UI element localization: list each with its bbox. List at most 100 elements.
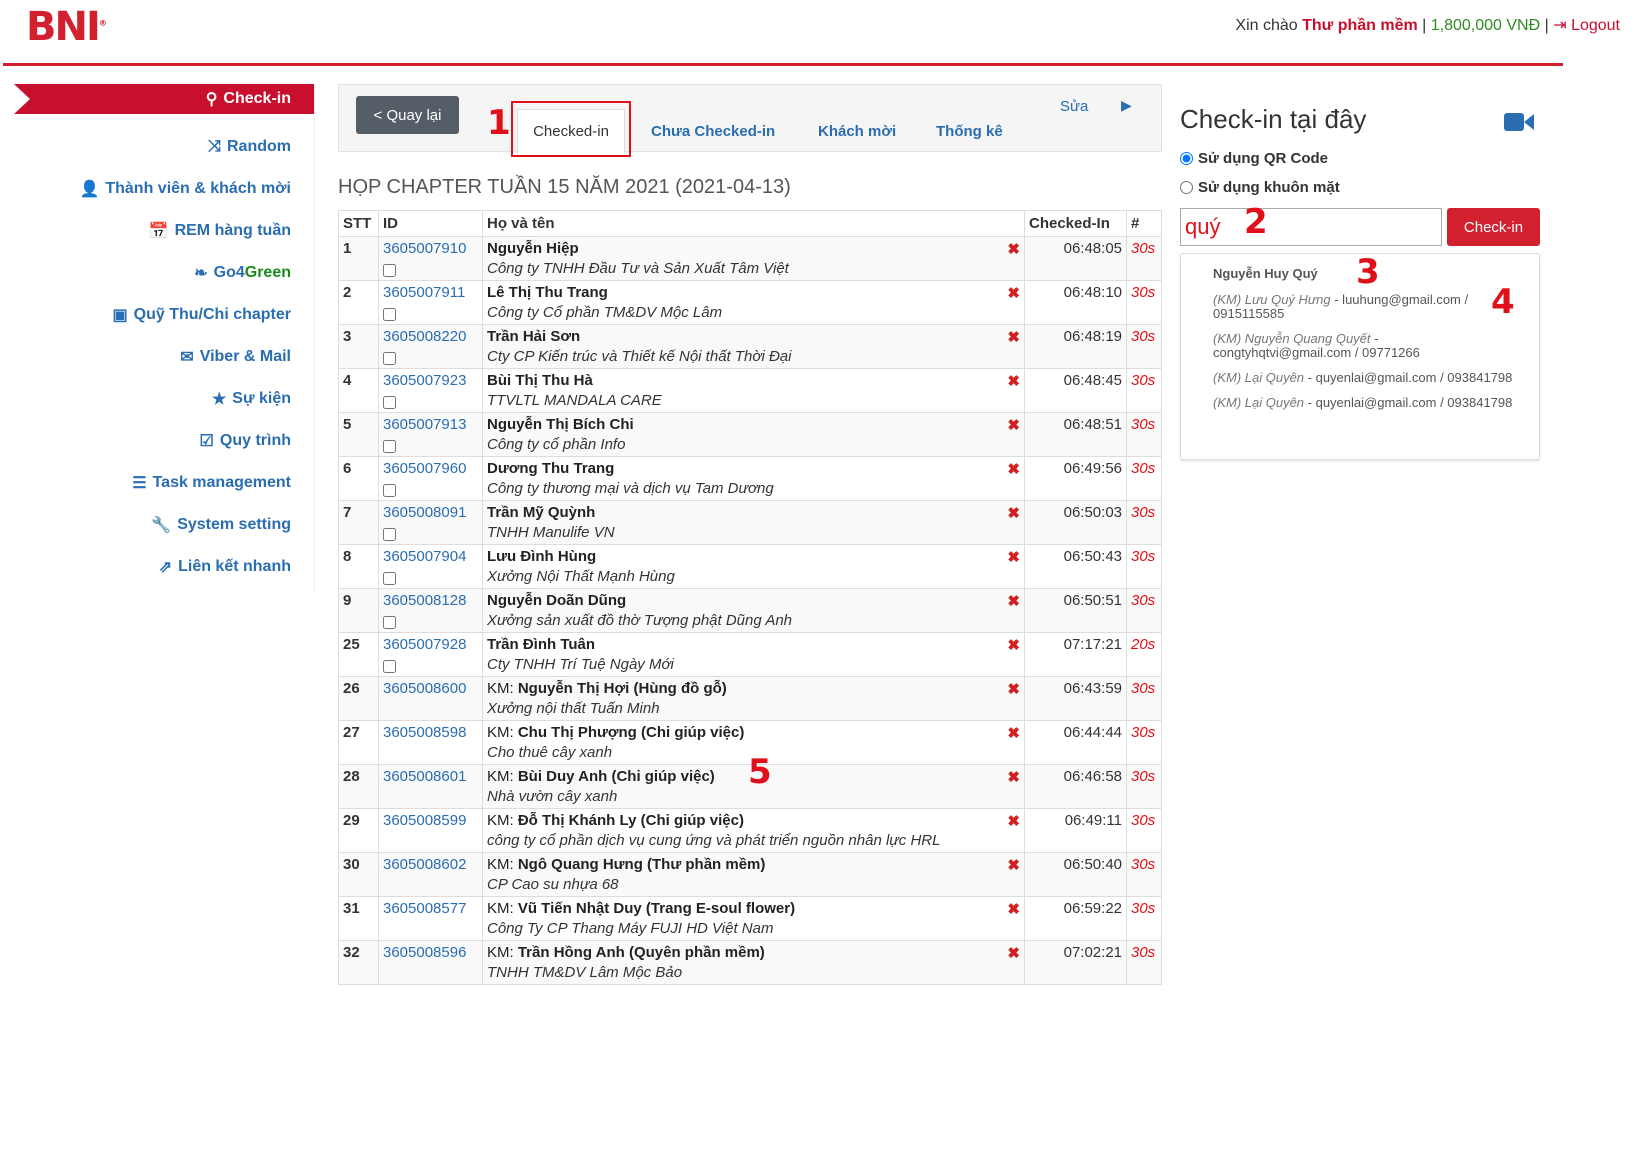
tab-thong-ke[interactable]: Thống kê: [936, 122, 1003, 140]
remove-icon[interactable]: ✖: [1007, 241, 1020, 258]
tab-chua-checked-in[interactable]: Chưa Checked-in: [651, 122, 776, 140]
remove-icon[interactable]: ✖: [1007, 329, 1020, 346]
row-time: 06:48:45: [1024, 368, 1127, 413]
row-id-link[interactable]: 3605008128: [383, 592, 467, 609]
tab-checked-in[interactable]: Checked-in: [517, 109, 625, 153]
remove-icon[interactable]: ✖: [1007, 637, 1020, 654]
row-id-cell: 3605008600: [378, 676, 483, 721]
sidebar-item-8[interactable]: ☑ Quy trình: [14, 420, 314, 462]
sidebar-item-label: Sự kiện: [232, 390, 291, 407]
remove-icon[interactable]: ✖: [1007, 505, 1020, 522]
row-id-cell: 3605008128: [378, 588, 483, 633]
row-checkbox[interactable]: [383, 396, 396, 409]
remove-icon[interactable]: ✖: [1007, 769, 1020, 786]
sidebar-item-4[interactable]: ❧ Go4Green: [14, 252, 314, 294]
suggestion-top[interactable]: Nguyễn Huy Quý: [1213, 266, 1318, 281]
sidebar-item-0[interactable]: ⚲ Check-in: [14, 84, 314, 114]
row-checkbox[interactable]: [383, 440, 396, 453]
row-duration: 30s: [1126, 544, 1162, 589]
row-checkbox[interactable]: [383, 308, 396, 321]
row-time: 06:43:59: [1024, 676, 1127, 721]
row-checkbox[interactable]: [383, 616, 396, 629]
checkin-search-input[interactable]: [1180, 208, 1442, 246]
remove-icon[interactable]: ✖: [1007, 945, 1020, 962]
sidebar-item-10[interactable]: 🔧 System setting: [14, 504, 314, 546]
row-id-link[interactable]: 3605007911: [383, 284, 466, 301]
row-stt: 4: [338, 368, 379, 413]
row-checkbox[interactable]: [383, 572, 396, 585]
row-id-link[interactable]: 3605008596: [383, 944, 467, 961]
row-id-link[interactable]: 3605008220: [383, 328, 467, 345]
table-row: 7 3605008091 Trần Mỹ Quỳnh TNHH Manulife …: [338, 500, 1162, 545]
video-camera-icon[interactable]: [1504, 112, 1534, 132]
remove-icon[interactable]: ✖: [1007, 901, 1020, 918]
logout-link[interactable]: ⇥ Logout: [1553, 17, 1620, 34]
row-id-link[interactable]: 3605007923: [383, 372, 467, 389]
sidebar-item-11[interactable]: ⇗ Liên kết nhanh: [14, 546, 314, 588]
remove-icon[interactable]: ✖: [1007, 813, 1020, 830]
checkin-button[interactable]: Check-in: [1447, 208, 1540, 246]
row-checkbox[interactable]: [383, 484, 396, 497]
row-checkbox[interactable]: [383, 660, 396, 673]
face-radio[interactable]: [1180, 181, 1193, 194]
row-stt: 8: [338, 544, 379, 589]
sidebar: ⚲ Check-in ⤨ Random 👤 Thành viên & khách mời 📅…: [14, 84, 315, 594]
row-id-link[interactable]: 3605008598: [383, 724, 467, 741]
remove-icon[interactable]: ✖: [1007, 417, 1020, 434]
row-id-link[interactable]: 3605007960: [383, 460, 467, 477]
remove-icon[interactable]: ✖: [1007, 681, 1020, 698]
row-time: 06:48:10: [1024, 280, 1127, 325]
row-id-link[interactable]: 3605008091: [383, 504, 467, 521]
edit-link[interactable]: Sửa: [1060, 98, 1089, 115]
remove-icon[interactable]: ✖: [1007, 593, 1020, 610]
remove-icon[interactable]: ✖: [1007, 725, 1020, 742]
sidebar-item-2[interactable]: 👤 Thành viên & khách mời: [14, 168, 314, 210]
suggestion-item[interactable]: (KM) Nguyễn Quang Quyết - congtyhqtvi@gm…: [1213, 331, 1420, 360]
play-icon[interactable]: ▶: [1121, 97, 1132, 113]
sidebar-item-6[interactable]: ✉ Viber & Mail: [14, 336, 314, 378]
envelope-icon: ✉: [180, 349, 194, 366]
sidebar-item-5[interactable]: ▣ Quỹ Thu/Chi chapter: [14, 294, 314, 336]
qr-radio[interactable]: [1180, 152, 1193, 165]
row-id-link[interactable]: 3605007913: [383, 416, 467, 433]
greeting: Xin chào: [1235, 17, 1303, 34]
row-time: 07:17:21: [1024, 632, 1127, 677]
suggestion-item[interactable]: (KM) Lại Quyên - quyenlai@gmail.com / 09…: [1213, 395, 1513, 410]
main-content: < Quay lại Checked-in 1 Chưa Checked-in …: [338, 84, 1162, 985]
remove-icon[interactable]: ✖: [1007, 285, 1020, 302]
remove-icon[interactable]: ✖: [1007, 857, 1020, 874]
row-checkbox[interactable]: [383, 528, 396, 541]
row-checkbox[interactable]: [383, 264, 396, 277]
remove-icon[interactable]: ✖: [1007, 373, 1020, 390]
row-company: Cty CP Kiến trúc và Thiết kế Nội thất Th…: [487, 348, 792, 365]
sidebar-item-3[interactable]: 📅 REM hàng tuần: [14, 210, 314, 252]
row-id-link[interactable]: 3605008599: [383, 812, 467, 829]
suggestion-item[interactable]: (KM) Lại Quyên - quyenlai@gmail.com / 09…: [1213, 370, 1513, 385]
bni-logo[interactable]: BNI®: [26, 4, 107, 50]
table-row: 29 3605008599 KM: Đỗ Thị Khánh Ly (Chi g…: [338, 808, 1162, 853]
row-name-cell: Nguyễn Hiệp Công ty TNHH Đầu Tư và Sản Xu…: [482, 236, 1025, 281]
row-duration: 30s: [1126, 852, 1162, 897]
suggestion-item[interactable]: (KM) Lưu Quý Hưng - luuhung@gmail.com / …: [1213, 292, 1469, 321]
back-button[interactable]: < Quay lại: [356, 96, 459, 134]
row-id-link[interactable]: 3605007910: [383, 240, 467, 257]
option-face[interactable]: Sử dụng khuôn mặt: [1180, 173, 1540, 202]
leaf-icon: ❧: [194, 265, 208, 282]
row-id-link[interactable]: 3605008602: [383, 856, 467, 873]
sidebar-item-9[interactable]: ☰ Task management: [14, 462, 314, 504]
remove-icon[interactable]: ✖: [1007, 461, 1020, 478]
row-id-link[interactable]: 3605008577: [383, 900, 467, 917]
row-name: Nguyễn Hiệp: [487, 240, 579, 257]
tab-khach-moi[interactable]: Khách mời: [818, 122, 897, 140]
sidebar-item-7[interactable]: ★ Sự kiện: [14, 378, 314, 420]
row-id-link[interactable]: 3605008600: [383, 680, 467, 697]
row-id-link[interactable]: 3605008601: [383, 768, 467, 785]
row-id-link[interactable]: 3605007928: [383, 636, 467, 653]
sidebar-item-1[interactable]: ⤨ Random: [14, 126, 314, 168]
row-id-link[interactable]: 3605007904: [383, 548, 467, 565]
user-icon: 👤: [79, 181, 100, 198]
remove-icon[interactable]: ✖: [1007, 549, 1020, 566]
row-checkbox[interactable]: [383, 352, 396, 365]
option-qr-code[interactable]: Sử dụng QR Code: [1180, 144, 1540, 173]
row-company: Cho thuê cây xanh: [487, 744, 613, 761]
